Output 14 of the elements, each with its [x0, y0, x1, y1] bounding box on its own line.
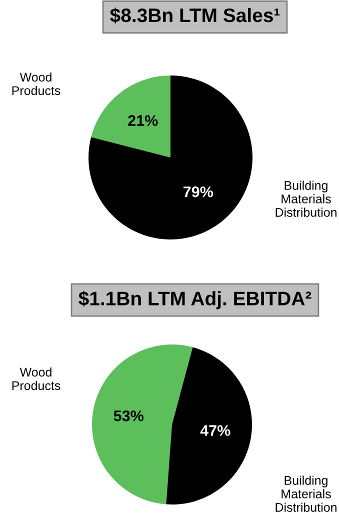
data-label: 21% [128, 115, 158, 126]
slice-label: Building Materials Distribution [276, 476, 336, 512]
slice-label: Wood Products [12, 367, 60, 390]
slice-label: Building Materials Distribution [276, 180, 336, 217]
chart-title: $8.3Bn LTM Sales¹ [110, 8, 280, 24]
data-label: 53% [114, 410, 144, 422]
pie-slice [92, 344, 193, 504]
pie-slice [91, 76, 170, 158]
pie-slice [166, 347, 252, 504]
data-label: 47% [200, 425, 230, 436]
data-label: 79% [184, 186, 214, 198]
chart-title: $1.1Bn LTM Adj. EBITDA² [78, 290, 312, 310]
pie-slice [88, 76, 252, 240]
slice-label: Wood Products [12, 72, 60, 96]
